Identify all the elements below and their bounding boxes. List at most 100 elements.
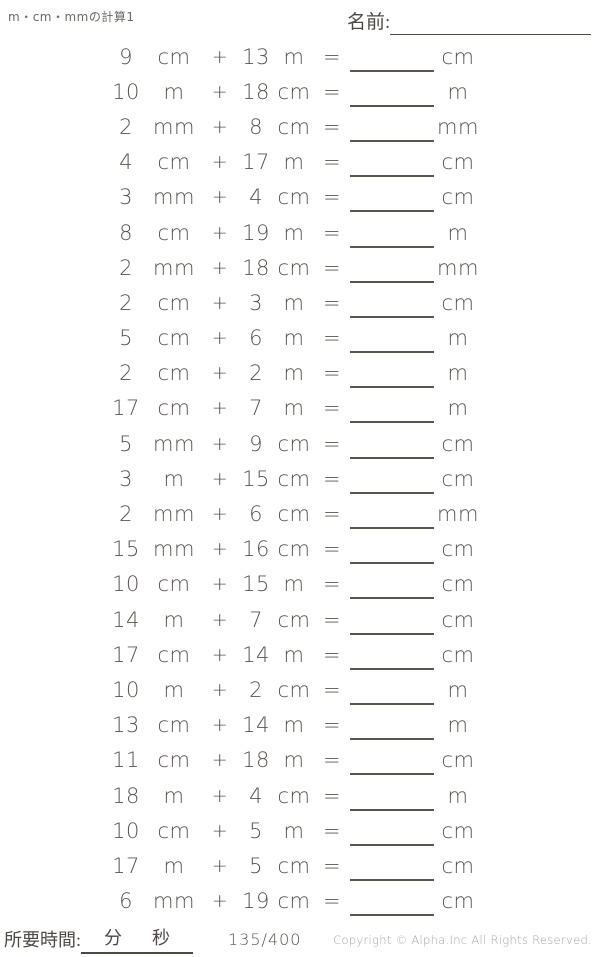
plus-sign: + (211, 854, 229, 877)
plus-sign: + (211, 115, 229, 138)
operand-2: 14 (242, 713, 270, 738)
operand-2: 19 (242, 220, 270, 245)
plus-sign: + (211, 819, 229, 842)
operand-1: 2 (119, 255, 133, 280)
answer-blank[interactable] (350, 675, 434, 705)
answer-blank[interactable] (350, 464, 434, 494)
answer-blank[interactable] (350, 182, 434, 213)
operand-2-unit: m (283, 326, 305, 351)
operand-2: 13 (242, 44, 270, 69)
operand-1-unit: cm (157, 713, 191, 738)
answer-unit: m (447, 713, 469, 738)
operand-2-unit: m (283, 396, 305, 421)
operand-1-unit: m (163, 79, 185, 104)
answer-blank[interactable] (350, 499, 434, 530)
answer-blank[interactable] (350, 42, 434, 72)
operand-2: 18 (242, 748, 270, 773)
problem-row: 6 mm + 19 cm = cm (0, 884, 600, 919)
operand-1: 11 (112, 748, 140, 773)
operand-2: 7 (249, 607, 263, 632)
equals-sign: = (322, 255, 342, 280)
page-number: 135/400 (228, 930, 302, 949)
answer-blank[interactable] (350, 218, 434, 248)
problem-row: 14 m + 7 cm = cm (0, 602, 600, 637)
operand-2: 4 (249, 185, 263, 210)
equals-sign: = (322, 326, 342, 351)
equals-sign: = (322, 44, 342, 69)
answer-blank[interactable] (350, 429, 434, 459)
operand-2-unit: m (283, 713, 305, 738)
answer-blank[interactable] (350, 77, 434, 107)
answer-unit: m (447, 361, 469, 386)
problem-row: 15 mm + 16 cm = cm (0, 532, 600, 567)
operand-1-unit: cm (157, 818, 191, 843)
plus-sign: + (211, 890, 229, 913)
problem-row: 4 cm + 17 m = cm (0, 145, 600, 180)
answer-blank[interactable] (350, 534, 434, 565)
name-input-line[interactable] (390, 13, 591, 35)
operand-1-unit: cm (157, 220, 191, 245)
problem-row: 10 m + 2 cm = m (0, 672, 600, 707)
answer-blank[interactable] (350, 781, 434, 811)
operand-2-unit: cm (277, 783, 311, 808)
operand-1-unit: m (163, 783, 185, 808)
operand-1: 8 (119, 220, 133, 245)
equals-sign: = (322, 572, 342, 597)
plus-sign: + (211, 221, 229, 244)
answer-unit: m (447, 326, 469, 351)
answer-blank[interactable] (350, 253, 434, 283)
answer-blank[interactable] (350, 745, 434, 776)
time-input-line[interactable]: 分 秒 (81, 924, 194, 954)
operand-1: 17 (112, 853, 140, 878)
answer-unit: m (447, 677, 469, 702)
operand-1: 3 (119, 466, 133, 491)
answer-blank[interactable] (350, 710, 434, 741)
answer-blank[interactable] (350, 112, 434, 142)
answer-blank[interactable] (350, 605, 434, 635)
operand-2-unit: cm (277, 853, 311, 878)
answer-blank[interactable] (350, 358, 434, 389)
answer-blank[interactable] (350, 886, 434, 917)
plus-sign: + (211, 749, 229, 772)
answer-unit: m (447, 79, 469, 104)
answer-blank[interactable] (350, 288, 434, 318)
problem-row: 5 mm + 9 cm = cm (0, 426, 600, 461)
operand-1: 3 (119, 185, 133, 210)
answer-blank[interactable] (350, 323, 434, 354)
operand-1: 13 (112, 713, 140, 738)
operand-1: 4 (119, 150, 133, 175)
operand-2: 6 (249, 326, 263, 351)
equals-sign: = (322, 853, 342, 878)
problem-row: 17 m + 5 cm = cm (0, 848, 600, 883)
operand-2-unit: cm (277, 607, 311, 632)
answer-blank[interactable] (350, 816, 434, 846)
operand-2: 19 (242, 889, 270, 914)
plus-sign: + (211, 467, 229, 490)
answer-blank[interactable] (350, 147, 434, 178)
equals-sign: = (322, 818, 342, 843)
equals-sign: = (322, 150, 342, 175)
answer-blank[interactable] (350, 393, 434, 424)
name-field: 名前: (347, 7, 591, 35)
plus-sign: + (211, 362, 229, 385)
equals-sign: = (322, 361, 342, 386)
operand-1-unit: cm (157, 748, 191, 773)
operand-1-unit: cm (157, 326, 191, 351)
problem-row: 3 mm + 4 cm = cm (0, 180, 600, 215)
operand-1-unit: mm (153, 431, 195, 456)
answer-unit: cm (441, 572, 475, 597)
equals-sign: = (322, 642, 342, 667)
operand-1: 6 (119, 889, 133, 914)
operand-2: 4 (249, 783, 263, 808)
operand-2: 7 (249, 396, 263, 421)
answer-blank[interactable] (350, 640, 434, 670)
answer-unit: m (447, 396, 469, 421)
name-label: 名前: (347, 12, 391, 33)
answer-blank[interactable] (350, 851, 434, 881)
equals-sign: = (322, 713, 342, 738)
answer-blank[interactable] (350, 569, 434, 600)
equals-sign: = (322, 396, 342, 421)
operand-1: 14 (112, 607, 140, 632)
plus-sign: + (211, 503, 229, 526)
problem-row: 2 mm + 6 cm = mm (0, 496, 600, 531)
